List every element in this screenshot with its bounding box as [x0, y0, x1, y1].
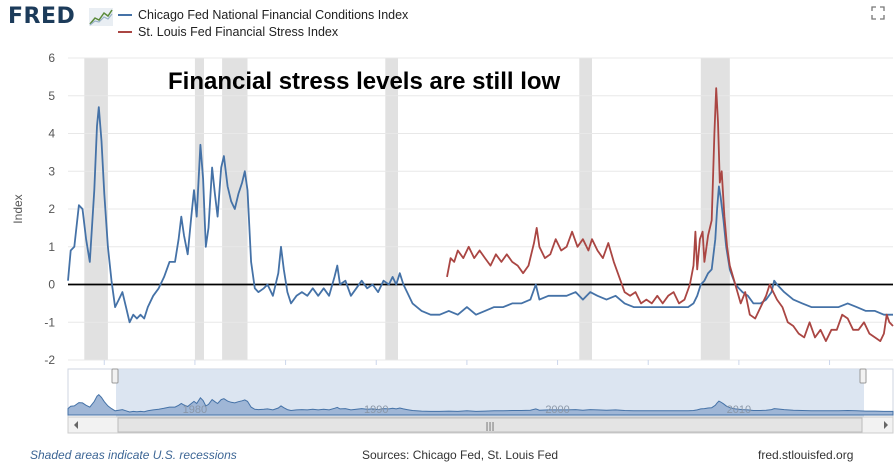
recession-note: Shaded areas indicate U.S. recessions [30, 448, 237, 462]
y-tick-label: 1 [48, 240, 55, 254]
navigator-tick-label: 1980 [183, 404, 207, 416]
scrollbar-thumb[interactable] [117, 417, 863, 433]
navigator-tick-label: 2010 [727, 404, 751, 416]
expand-icon[interactable] [871, 6, 885, 20]
y-tick-label: -2 [44, 353, 55, 367]
legend-swatch-blue [118, 13, 132, 16]
scroll-right-arrow-icon[interactable] [884, 421, 888, 429]
navigator-tick-label: 2000 [545, 404, 569, 416]
y-tick-label: 3 [48, 164, 55, 178]
y-axis-label: Index [11, 194, 25, 223]
y-tick-label: 0 [48, 278, 55, 292]
legend-item-stlfsi[interactable]: St. Louis Fed Financial Stress Index [118, 25, 338, 39]
y-tick-label: 2 [48, 202, 55, 216]
series-lines [67, 87, 894, 343]
y-tick-label: -1 [44, 315, 55, 329]
navigator[interactable]: 1980 1990 2000 2010 ||| [67, 368, 894, 434]
chart-line-icon [89, 8, 113, 26]
sources-note: Sources: Chicago Fed, St. Louis Fed [362, 448, 559, 462]
y-tick-labels: 6 5 4 3 2 1 0 -1 -2 [44, 51, 55, 367]
navigator-left-handle[interactable] [111, 368, 119, 384]
legend-label-stlfsi: St. Louis Fed Financial Stress Index [138, 25, 339, 39]
series-line-2[interactable] [446, 87, 894, 343]
y-tick-label: 5 [48, 89, 55, 103]
scroll-left-arrow-icon[interactable] [74, 421, 78, 429]
navigator-tick-label: 1990 [364, 404, 388, 416]
fred-logo[interactable]: FRED [8, 4, 76, 29]
legend-item-chicago-nfci[interactable]: Chicago Fed National Financial Condition… [118, 8, 408, 22]
y-tick-label: 4 [48, 127, 55, 141]
legend-label-chicago-nfci: Chicago Fed National Financial Condition… [138, 8, 409, 22]
y-tick-label: 6 [48, 51, 55, 65]
scrollbar-grip-icon: ||| [485, 422, 494, 432]
navigator-ticks: 1980 1990 2000 2010 [183, 404, 751, 416]
navigator-series [67, 394, 894, 416]
navigator-area [67, 394, 894, 416]
navigator-right-handle[interactable] [859, 368, 867, 384]
legend-swatch-red [118, 30, 132, 33]
series-line-1[interactable] [67, 106, 893, 324]
fred-url-link[interactable]: fred.stlouisfed.org [758, 448, 854, 462]
chart-annotation-title: Financial stress levels are still low [168, 68, 561, 95]
gridlines [68, 57, 893, 361]
